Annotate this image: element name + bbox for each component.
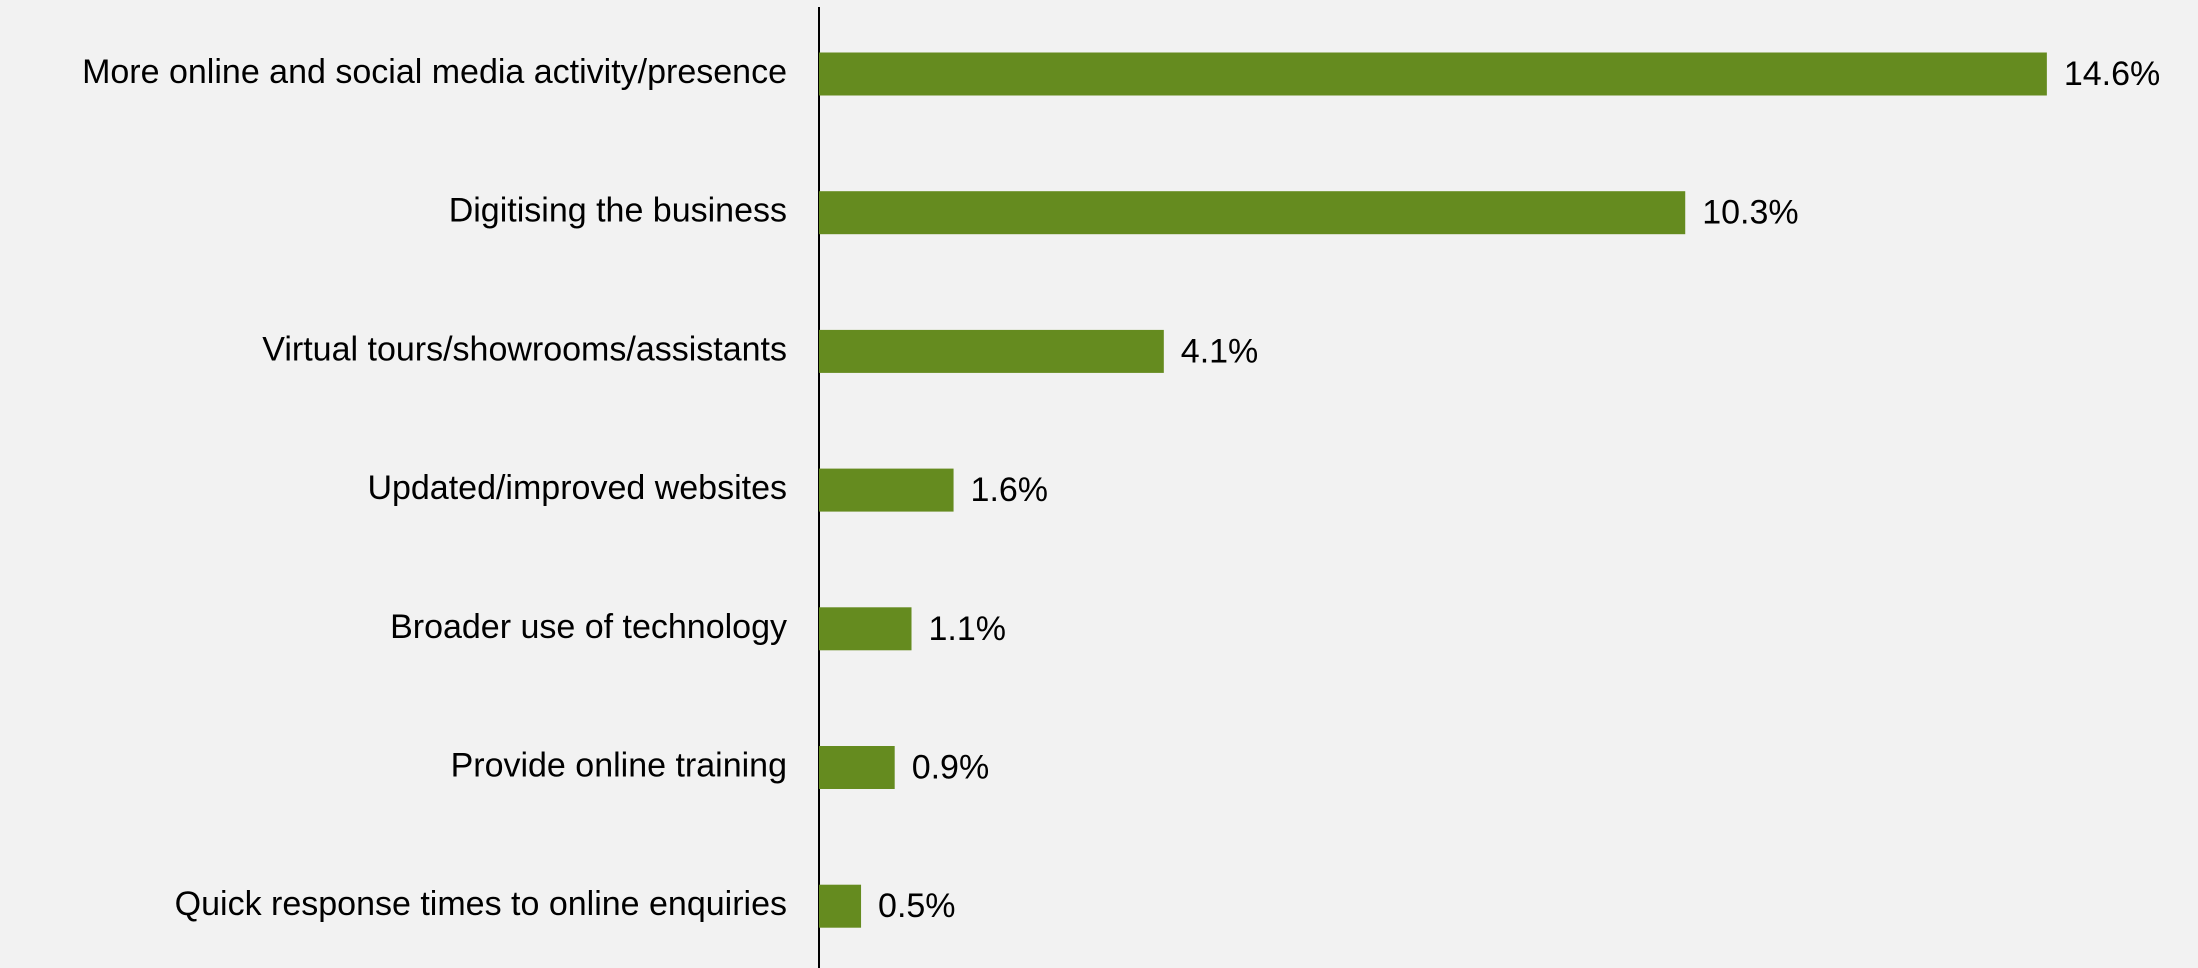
value-label: 1.6% — [971, 471, 1049, 509]
category-label: Provide online training — [451, 746, 787, 784]
value-label: 10.3% — [1702, 194, 1798, 232]
value-label: 0.5% — [878, 887, 956, 925]
category-label: Digitising the business — [449, 192, 787, 230]
bar — [819, 607, 912, 651]
category-label: Quick response times to online enquiries — [175, 885, 787, 923]
bar — [819, 884, 862, 928]
category-label: Virtual tours/showrooms/assistants — [262, 330, 787, 368]
bar — [819, 746, 895, 789]
value-label: 0.9% — [912, 748, 990, 786]
category-label: Broader use of technology — [390, 608, 787, 646]
value-label: 1.1% — [929, 610, 1007, 648]
bar — [819, 52, 2047, 96]
bar — [819, 329, 1164, 373]
category-label: Updated/improved websites — [367, 469, 787, 507]
bar — [819, 191, 1686, 235]
value-label: 14.6% — [2064, 55, 2160, 93]
bar — [819, 468, 954, 512]
category-label: More online and social media activity/pr… — [82, 53, 787, 91]
value-label: 4.1% — [1181, 332, 1259, 370]
